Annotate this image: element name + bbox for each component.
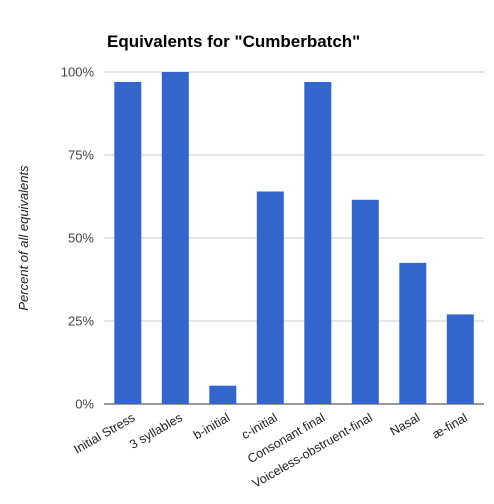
y-tick-label: 100% — [61, 65, 95, 80]
y-tick-label: 25% — [68, 314, 94, 329]
bar-series — [114, 72, 474, 404]
chart-title: Equivalents for "Cumberbatch" — [107, 32, 360, 51]
x-category-label: Initial Stress — [71, 410, 137, 456]
y-tick-label: 0% — [75, 397, 94, 412]
y-axis-label: Percent of all equivalents — [16, 165, 31, 311]
y-tick-label: 75% — [68, 148, 94, 163]
x-category-label: b-initial — [191, 410, 232, 442]
bar — [304, 82, 332, 404]
bar — [256, 191, 284, 404]
bar — [351, 199, 379, 404]
y-tick-label: 50% — [68, 231, 94, 246]
x-category-label: Nasal — [388, 410, 423, 438]
gridlines — [104, 71, 484, 405]
bar — [399, 262, 427, 404]
bar — [209, 385, 237, 404]
x-category-label: 3 syllables — [127, 410, 185, 451]
x-category-label: æ-final — [430, 410, 470, 441]
y-axis-ticks: 0% 25% 50% 75% 100% — [61, 65, 95, 412]
bar — [446, 314, 474, 404]
bar — [161, 72, 189, 404]
bar — [114, 82, 142, 404]
